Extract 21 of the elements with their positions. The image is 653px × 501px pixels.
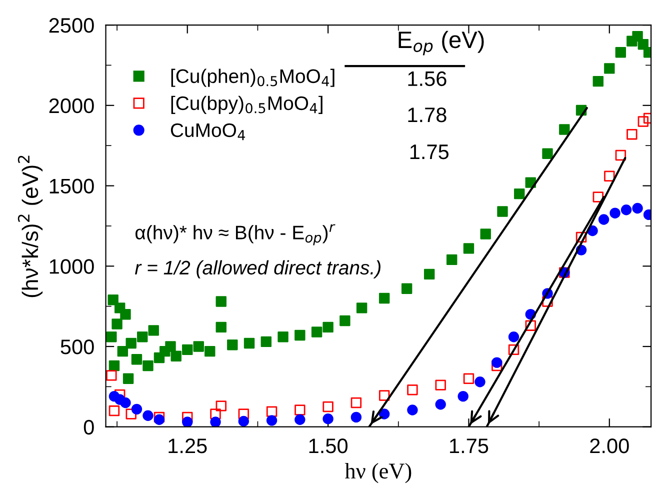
- y-tick-label: 1500: [50, 178, 94, 194]
- legend-label: [Cu(bpy)$_{0.5}$MoO$_{4}$]: [171, 96, 322, 114]
- y-tick-label: 1000: [50, 259, 94, 274]
- y-tick-label: 500: [60, 339, 94, 354]
- y-tick-label: 0: [84, 420, 94, 435]
- annotation: 1.75: [410, 144, 449, 160]
- x-tick-label: 2.00: [590, 438, 629, 454]
- x-tick-label: 1.25: [168, 438, 207, 454]
- legend-label: CuMoO$_{4}$: [170, 123, 246, 140]
- y-axis-title: (hν*k/s)$^{2}$ (eV)$^{2}$: [18, 156, 43, 298]
- annotation: r = 1/2 (allowed direct trans.): [135, 260, 380, 278]
- annotation: 1.78: [408, 108, 446, 122]
- legend-label: [Cu(phen)$_{0.5}$MoO$_{4}$]: [171, 68, 334, 87]
- x-axis-title: hν (eV): [344, 462, 412, 484]
- annotation: α(hν)* hν ≈ B(hν - E$_{op}$)$^{r}$: [136, 224, 336, 246]
- x-tick-label: 1.50: [309, 438, 348, 454]
- annotation: E$_{op}$ (eV): [398, 30, 484, 56]
- x-tick-label: 1.75: [450, 438, 488, 454]
- y-tick-label: 2500: [49, 18, 94, 33]
- y-tick-label: 2000: [49, 98, 94, 114]
- annotation: 1.56: [408, 71, 446, 86]
